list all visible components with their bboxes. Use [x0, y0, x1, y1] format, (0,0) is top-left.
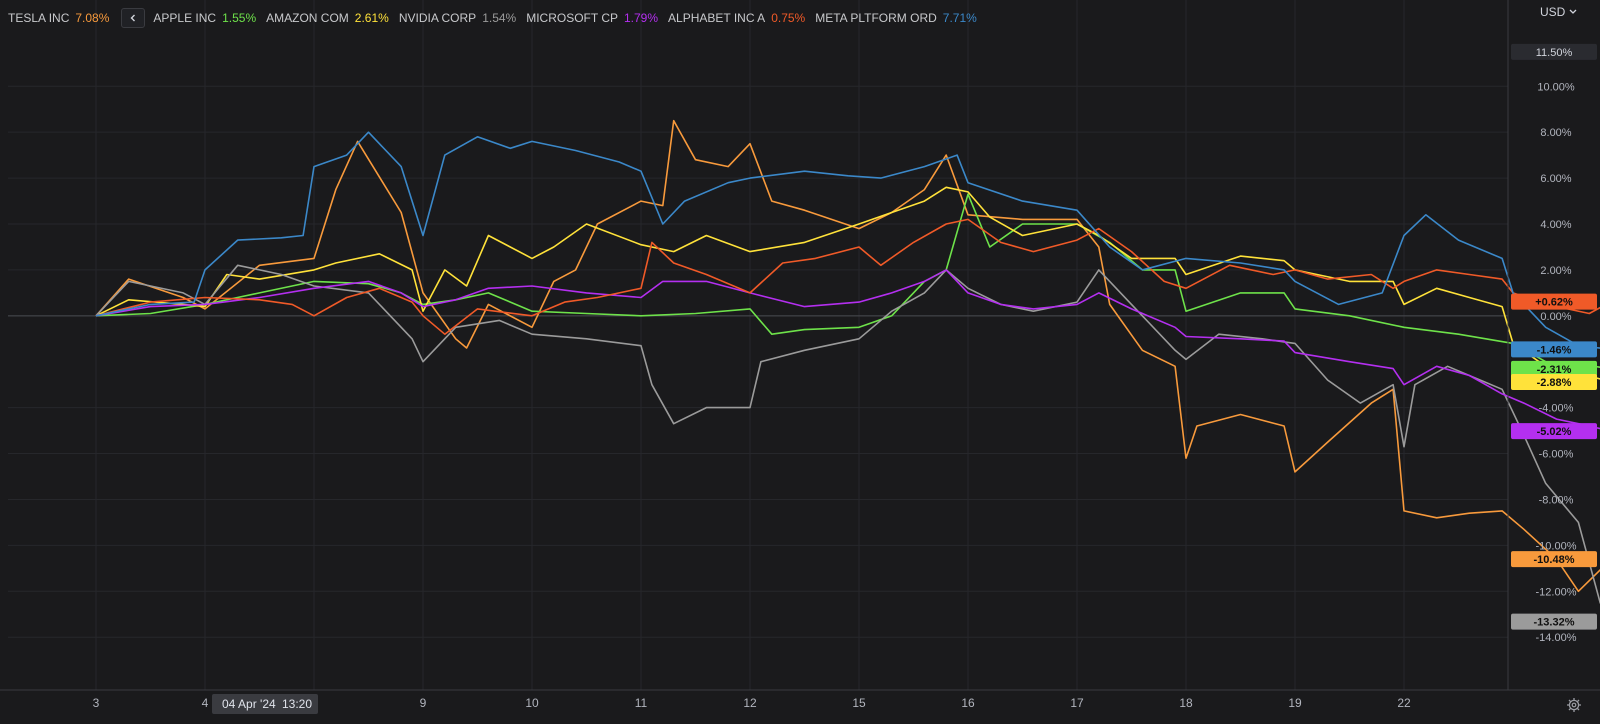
y-tick-label: 4.00% [1540, 219, 1571, 231]
x-tick-label: 9 [420, 696, 427, 710]
last-value-label: -1.46% [1537, 344, 1572, 356]
x-tick-label: 15 [852, 696, 866, 710]
gear-icon [1567, 698, 1581, 712]
last-value-label: -5.02% [1537, 426, 1572, 438]
x-tick-label: 12 [743, 696, 757, 710]
series-line [95, 269, 1600, 430]
series-line [95, 119, 1600, 593]
legend-series-value: 0.75% [771, 11, 806, 25]
series-line [95, 186, 1600, 380]
last-value-badge [1511, 360, 1597, 377]
legend-item[interactable]: MICROSOFT CP 1.79% [526, 11, 658, 25]
legend-series-value: 1.55% [222, 11, 257, 25]
legend-series-name: TESLA INC [8, 11, 70, 25]
x-tick-label: 22 [1397, 696, 1411, 710]
x-tick-label: 4 [202, 696, 209, 710]
legend-series-value: 1.54% [482, 11, 517, 25]
legend-item[interactable]: META PLTFORM ORD 7.71% [815, 11, 977, 25]
y-tick-label: -4.00% [1539, 403, 1574, 415]
last-value-badge [1511, 613, 1597, 630]
chevron-down-icon [1569, 9, 1577, 14]
y-tick-label: -8.00% [1539, 494, 1574, 506]
top-value-badge [1511, 43, 1597, 60]
legend-collapse-button[interactable] [121, 8, 146, 28]
currency-selector[interactable]: USD [1540, 3, 1600, 21]
x-tick-label: 11 [635, 696, 648, 710]
last-value-label: -13.32% [1534, 617, 1575, 629]
last-value-label: -2.31% [1537, 364, 1572, 376]
y-tick-label: 6.00% [1540, 173, 1571, 185]
y-tick-label: -10.00% [1536, 540, 1577, 552]
legend-series-value: 1.79% [624, 11, 659, 25]
legend-series-name: META PLTFORM ORD [815, 11, 937, 25]
last-value-label: +0.62% [1535, 297, 1573, 309]
settings-button[interactable] [1563, 695, 1585, 715]
crosshair-date-badge [212, 694, 318, 714]
y-tick-label: -14.00% [1536, 632, 1577, 644]
last-value-label: -10.48% [1534, 554, 1575, 566]
y-tick-label: 2.00% [1540, 265, 1571, 277]
last-value-badge [1511, 373, 1597, 390]
y-tick-label: 8.00% [1540, 127, 1571, 139]
last-value-badge [1511, 341, 1597, 358]
x-tick-label: 18 [1179, 696, 1193, 710]
legend-series-name: ALPHABET INC A [668, 11, 766, 25]
legend: TESLA INC 7.08% APPLE INC 1.55% AMAZON COM 2.… [8, 8, 987, 28]
currency-label: USD [1540, 5, 1566, 19]
legend-series-value: 2.61% [354, 11, 389, 25]
legend-item[interactable]: APPLE INC 1.55% [153, 11, 256, 25]
series-line [95, 218, 1600, 335]
legend-series-name: NVIDIA CORP [398, 11, 477, 25]
series-line [95, 264, 1600, 605]
legend-series-name: AMAZON COM [266, 11, 349, 25]
last-value-badge [1511, 423, 1597, 440]
chevron-left-icon [130, 14, 136, 22]
top-value-label: 11.50% [1536, 47, 1573, 59]
y-tick-label: 10.00% [1537, 81, 1575, 93]
crosshair-date-label: 04 Apr '24 [222, 697, 276, 711]
last-value-badge [1511, 293, 1597, 310]
legend-item[interactable]: NVIDIA CORP 1.54% [399, 11, 516, 25]
legend-series-value: 7.08% [75, 11, 110, 25]
x-tick-label: 10 [525, 696, 539, 710]
x-tick-label: 3 [93, 696, 100, 710]
y-tick-label: -6.00% [1539, 449, 1574, 461]
y-tick-label: -12.00% [1536, 586, 1577, 598]
crosshair-time-label: 13:20 [282, 697, 312, 711]
series-line [95, 131, 1600, 349]
last-value-badge [1511, 551, 1597, 568]
legend-series-value: 7.71% [942, 11, 977, 25]
x-tick-label: 16 [961, 696, 975, 710]
x-tick-label: 19 [1288, 696, 1302, 710]
legend-series-name: APPLE INC [153, 11, 217, 25]
legend-item[interactable]: AMAZON COM 2.61% [266, 11, 389, 25]
legend-series-name: MICROSOFT CP [526, 11, 618, 25]
legend-item[interactable]: ALPHABET INC A 0.75% [668, 11, 805, 25]
y-tick-label: 0.00% [1540, 311, 1571, 323]
x-tick-label: 17 [1070, 696, 1084, 710]
last-value-label: -2.88% [1537, 377, 1572, 389]
legend-item[interactable]: TESLA INC 7.08% [8, 11, 109, 25]
